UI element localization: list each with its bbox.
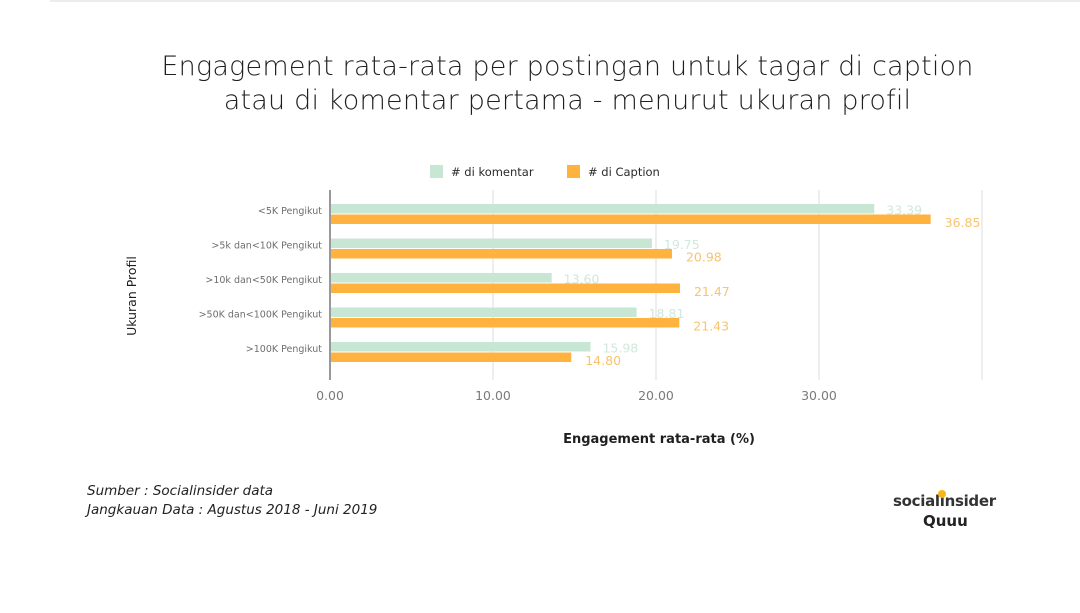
y-category-label: >5k dan<10K Pengikut	[211, 241, 322, 252]
data-label-caption: 21.47	[694, 284, 730, 299]
logo-partner: Quuu	[923, 512, 968, 530]
x-tick-label: 30.00	[801, 388, 837, 403]
data-label-komentar: 19.75	[664, 237, 700, 252]
source-line: Sumber : Socialinsider data	[87, 483, 274, 499]
socialinsider-quuu-logo: socialinsider Quuu	[893, 490, 1003, 530]
bar-komentar	[331, 273, 552, 283]
data-range-line: Jangkauan Data : Agustus 2018 - Juni 201…	[87, 502, 378, 518]
y-category-label: <5K Pengikut	[258, 206, 322, 217]
x-axis-title: Engagement rata-rata (%)	[563, 432, 755, 447]
bar-caption	[331, 352, 572, 362]
bar-caption	[331, 283, 680, 293]
bar-caption	[331, 214, 931, 224]
x-tick-label: 0.00	[316, 388, 344, 403]
x-tick-label: 10.00	[475, 388, 511, 403]
data-label-komentar: 18.81	[649, 306, 685, 321]
bar-caption	[331, 318, 680, 328]
logo-brand: socialinsider	[893, 490, 996, 510]
bar-caption	[331, 249, 672, 259]
chart-title-line-1: Engagement rata-rata per postingan untuk…	[161, 51, 974, 82]
bar-komentar	[331, 204, 875, 214]
data-label-komentar: 13.60	[564, 272, 600, 287]
bar-komentar	[331, 307, 637, 317]
data-label-caption: 21.43	[693, 319, 729, 334]
legend-swatch-caption	[567, 165, 580, 178]
y-category-label: >10k dan<50K Pengikut	[205, 275, 322, 286]
legend-label-caption: # di Caption	[588, 165, 660, 179]
data-label-komentar: 33.39	[886, 203, 922, 218]
legend-swatch-komentar	[430, 165, 443, 178]
data-label-caption: 14.80	[585, 353, 621, 368]
legend-label-komentar: # di komentar	[451, 165, 534, 179]
chart-title: Engagement rata-rata per postingan untuk…	[60, 50, 1075, 118]
data-label-komentar: 15.98	[602, 341, 638, 356]
bar-komentar	[331, 238, 652, 248]
y-category-label: >50K dan<100K Pengikut	[199, 310, 323, 321]
logo-dot-icon	[938, 490, 946, 498]
data-label-caption: 20.98	[686, 250, 722, 265]
data-label-caption: 36.85	[945, 215, 981, 230]
source-note: Sumber : Socialinsider data Jangkauan Da…	[87, 482, 377, 520]
x-tick-label: 20.00	[638, 388, 674, 403]
y-axis-title: Ukuran Profil	[124, 256, 139, 336]
top-divider	[50, 0, 1080, 2]
bar-komentar	[331, 342, 591, 352]
chart-title-line-2: atau di komentar pertama - menurut ukura…	[223, 85, 912, 116]
y-category-label: >100K Pengikut	[246, 344, 322, 355]
